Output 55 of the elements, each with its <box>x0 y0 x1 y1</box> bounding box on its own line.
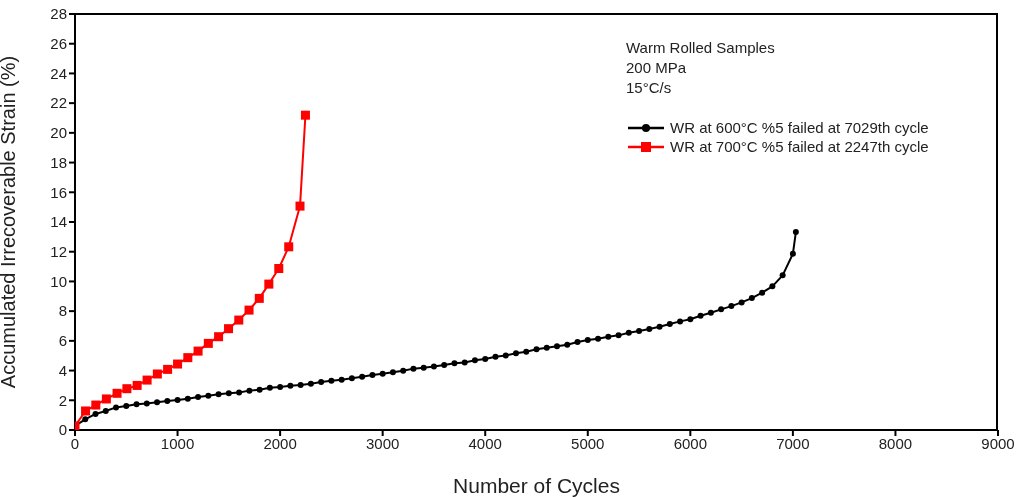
annotation: 200 MPa <box>626 58 688 78</box>
x-tick-label: 6000 <box>673 434 708 452</box>
point <box>300 110 310 120</box>
x-tick-label: 1000 <box>160 434 195 452</box>
point <box>91 400 101 410</box>
point <box>284 242 294 252</box>
point <box>142 375 152 385</box>
x-tick-label: 2000 <box>263 434 297 452</box>
legend-label: WR at 700°C %5 failed at 2247th cycle <box>670 137 929 156</box>
y-tick-label: 20 <box>50 124 67 142</box>
y-tick-label: 16 <box>50 183 67 201</box>
point <box>224 324 234 334</box>
y-tick-label: 28 <box>50 5 67 23</box>
annotation: 15°C/s <box>626 78 673 98</box>
y-tick-label: 24 <box>50 64 67 82</box>
point <box>214 332 224 342</box>
x-tick-label: 5000 <box>571 434 605 452</box>
point <box>101 394 111 404</box>
point <box>81 406 91 416</box>
point <box>193 346 203 356</box>
y-tick-label: 4 <box>58 361 67 379</box>
y-tick-label: 0 <box>58 421 67 439</box>
point <box>132 380 142 390</box>
x-tick-label: 9000 <box>981 434 1015 452</box>
legend-label: WR at 600°C %5 failed at 7029th cycle <box>670 118 929 137</box>
point <box>244 305 254 315</box>
y-axis-title: Accumulated Irrecoverable Strain (%) <box>0 55 20 389</box>
x-tick-label: 4000 <box>468 434 502 452</box>
y-tick-label: 2 <box>58 391 67 409</box>
y-tick-label: 8 <box>58 302 67 320</box>
annotation: Warm Rolled Samples <box>626 38 775 58</box>
x-tick-label: 7000 <box>776 434 810 452</box>
y-tick-label: 18 <box>50 153 67 171</box>
x-tick-label: 0 <box>70 434 80 452</box>
x-tick-label: 8000 <box>878 434 913 452</box>
y-tick-label: 10 <box>50 272 67 290</box>
y-tick-label: 26 <box>50 35 67 53</box>
point <box>234 315 244 325</box>
point <box>183 353 193 363</box>
point <box>203 338 213 348</box>
point <box>264 279 274 289</box>
point <box>254 293 264 303</box>
point <box>122 384 132 394</box>
point <box>152 369 162 379</box>
y-tick-label: 12 <box>50 243 67 261</box>
point <box>112 388 122 398</box>
y-tick-label: 22 <box>50 94 67 112</box>
point <box>173 359 183 369</box>
x-axis-title: Number of Cycles <box>453 474 620 497</box>
point <box>274 264 284 273</box>
point <box>163 364 173 374</box>
x-tick-label: 3000 <box>365 434 400 452</box>
y-tick-label: 6 <box>58 332 67 350</box>
point <box>295 201 305 211</box>
y-tick-label: 14 <box>50 213 67 231</box>
